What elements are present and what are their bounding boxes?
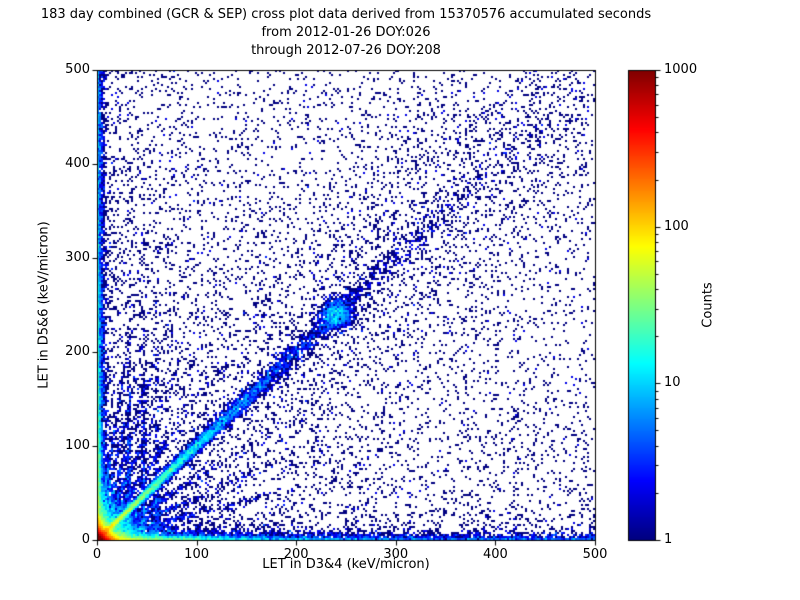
colorbar-label: Counts	[700, 282, 716, 328]
y-tick-label: 200	[65, 344, 90, 359]
y-tick-label: 100	[65, 438, 90, 453]
y-tick-label: 300	[65, 250, 90, 265]
colorbar-tick-label: 100	[664, 218, 689, 234]
y-axis-label: LET in D5&6 (keV/micron)	[36, 221, 52, 389]
x-tick-label: 500	[582, 547, 608, 562]
y-tick-label: 400	[65, 156, 90, 171]
colorbar-tick-label: 1	[664, 532, 673, 547]
y-tick-label: 500	[65, 62, 90, 77]
chart-subtitle-through: through 2012-07-26 DOY:208	[251, 43, 441, 58]
x-tick-label: 100	[184, 547, 209, 562]
x-axis-label: LET in D3&4 (keV/micron)	[262, 557, 430, 572]
colorbar-tick-label: 10	[664, 375, 681, 391]
x-tick-label: 200	[283, 547, 309, 562]
x-tick-label: 0	[92, 547, 102, 562]
colorbar-tick-label: 1000	[664, 62, 698, 77]
y-tick-label: 0	[81, 532, 90, 547]
chart-subtitle-from: from 2012-01-26 DOY:026	[261, 25, 431, 40]
x-tick-label: 400	[482, 547, 508, 562]
chart-title: 183 day combined (GCR & SEP) cross plot …	[40, 7, 652, 22]
x-tick-label: 300	[383, 547, 409, 562]
